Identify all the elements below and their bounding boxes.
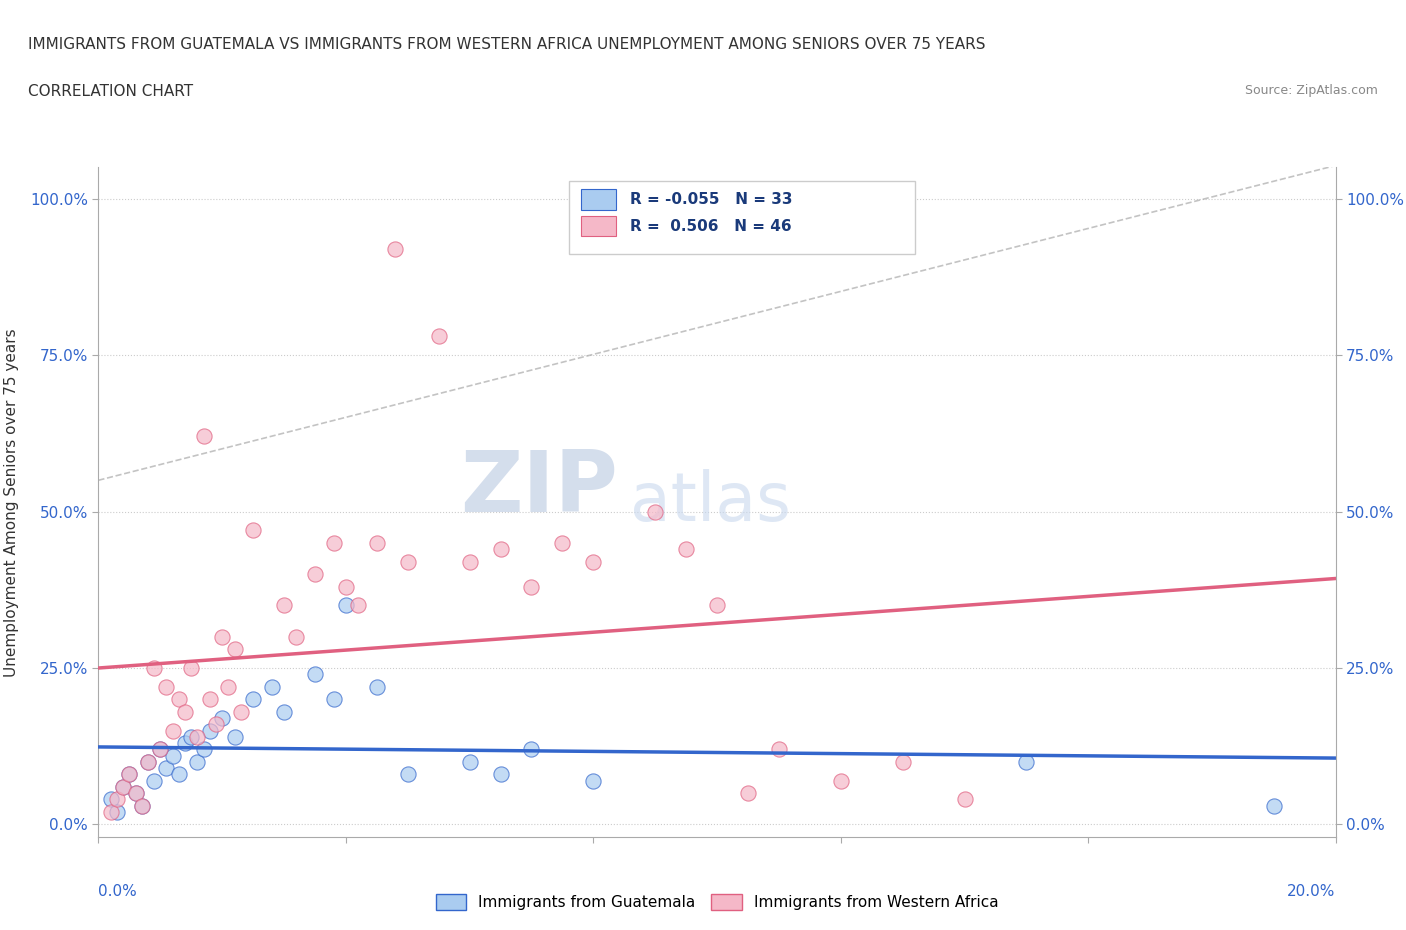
Point (118, 767, 141, 782)
Point (335, 579, 357, 594)
Point (366, 536, 388, 551)
Point (186, 729, 208, 744)
Point (458, 554, 481, 569)
Point (366, 680, 388, 695)
Point (149, 742, 172, 757)
Point (211, 630, 233, 644)
Point (520, 742, 543, 757)
Point (285, 630, 308, 644)
Point (273, 704, 295, 719)
Point (105, 804, 128, 819)
Point (149, 742, 172, 757)
Point (229, 704, 252, 719)
Point (384, 241, 406, 256)
Point (304, 566, 326, 581)
Point (180, 660, 202, 675)
Point (396, 767, 419, 782)
Point (273, 598, 295, 613)
Text: Source: ZipAtlas.com: Source: ZipAtlas.com (1244, 84, 1378, 97)
Point (217, 680, 239, 695)
Bar (581, 217, 616, 236)
Text: atlas: atlas (630, 470, 792, 535)
Point (347, 598, 370, 613)
Point (489, 767, 512, 782)
Y-axis label: Unemployment Among Seniors over 75 years: Unemployment Among Seniors over 75 years (4, 328, 18, 676)
Point (112, 779, 135, 794)
Point (174, 704, 197, 719)
Point (551, 536, 574, 551)
Point (458, 754, 481, 769)
Point (155, 761, 177, 776)
Point (211, 711, 233, 725)
Point (131, 798, 153, 813)
Point (143, 660, 166, 675)
Point (520, 579, 543, 594)
Point (224, 642, 246, 657)
Point (335, 598, 357, 613)
Point (224, 729, 246, 744)
Point (1015, 754, 1038, 769)
Point (180, 729, 202, 744)
Point (100, 792, 122, 807)
Point (582, 554, 605, 569)
Legend: Immigrants from Guatemala, Immigrants from Western Africa: Immigrants from Guatemala, Immigrants fr… (430, 888, 1004, 916)
Point (143, 773, 166, 788)
Point (112, 779, 135, 794)
Text: IMMIGRANTS FROM GUATEMALA VS IMMIGRANTS FROM WESTERN AFRICA UNEMPLOYMENT AMONG S: IMMIGRANTS FROM GUATEMALA VS IMMIGRANTS … (28, 37, 986, 52)
Point (242, 692, 264, 707)
Point (260, 680, 283, 695)
Point (193, 742, 215, 757)
Point (136, 754, 159, 769)
Point (193, 429, 215, 444)
Point (582, 773, 605, 788)
Point (768, 742, 790, 757)
Point (198, 724, 221, 738)
Point (242, 523, 264, 538)
Point (162, 749, 184, 764)
Point (124, 786, 146, 801)
Point (304, 667, 326, 682)
Point (706, 598, 728, 613)
Point (489, 541, 512, 556)
Point (644, 504, 666, 519)
Point (100, 804, 122, 819)
Point (167, 767, 190, 782)
Point (155, 680, 177, 695)
Point (205, 717, 228, 732)
Point (167, 692, 190, 707)
Point (124, 786, 146, 801)
Point (830, 773, 852, 788)
Point (198, 692, 221, 707)
Point (174, 736, 197, 751)
Bar (581, 190, 616, 209)
Text: R =  0.506   N = 46: R = 0.506 N = 46 (630, 219, 792, 233)
Point (136, 754, 159, 769)
Text: ZIP: ZIP (460, 447, 619, 530)
Point (1263, 798, 1285, 813)
FancyBboxPatch shape (568, 180, 915, 255)
Point (737, 786, 759, 801)
Point (186, 754, 208, 769)
Point (131, 798, 153, 813)
Point (322, 692, 344, 707)
Point (396, 554, 419, 569)
Text: CORRELATION CHART: CORRELATION CHART (28, 84, 193, 99)
Point (427, 329, 450, 344)
Point (891, 754, 914, 769)
Point (953, 792, 976, 807)
Text: 0.0%: 0.0% (98, 884, 138, 899)
Point (675, 541, 697, 556)
Point (118, 767, 141, 782)
Text: 20.0%: 20.0% (1288, 884, 1336, 899)
Point (162, 724, 184, 738)
Point (322, 536, 344, 551)
Point (105, 792, 128, 807)
Text: R = -0.055   N = 33: R = -0.055 N = 33 (630, 192, 793, 207)
